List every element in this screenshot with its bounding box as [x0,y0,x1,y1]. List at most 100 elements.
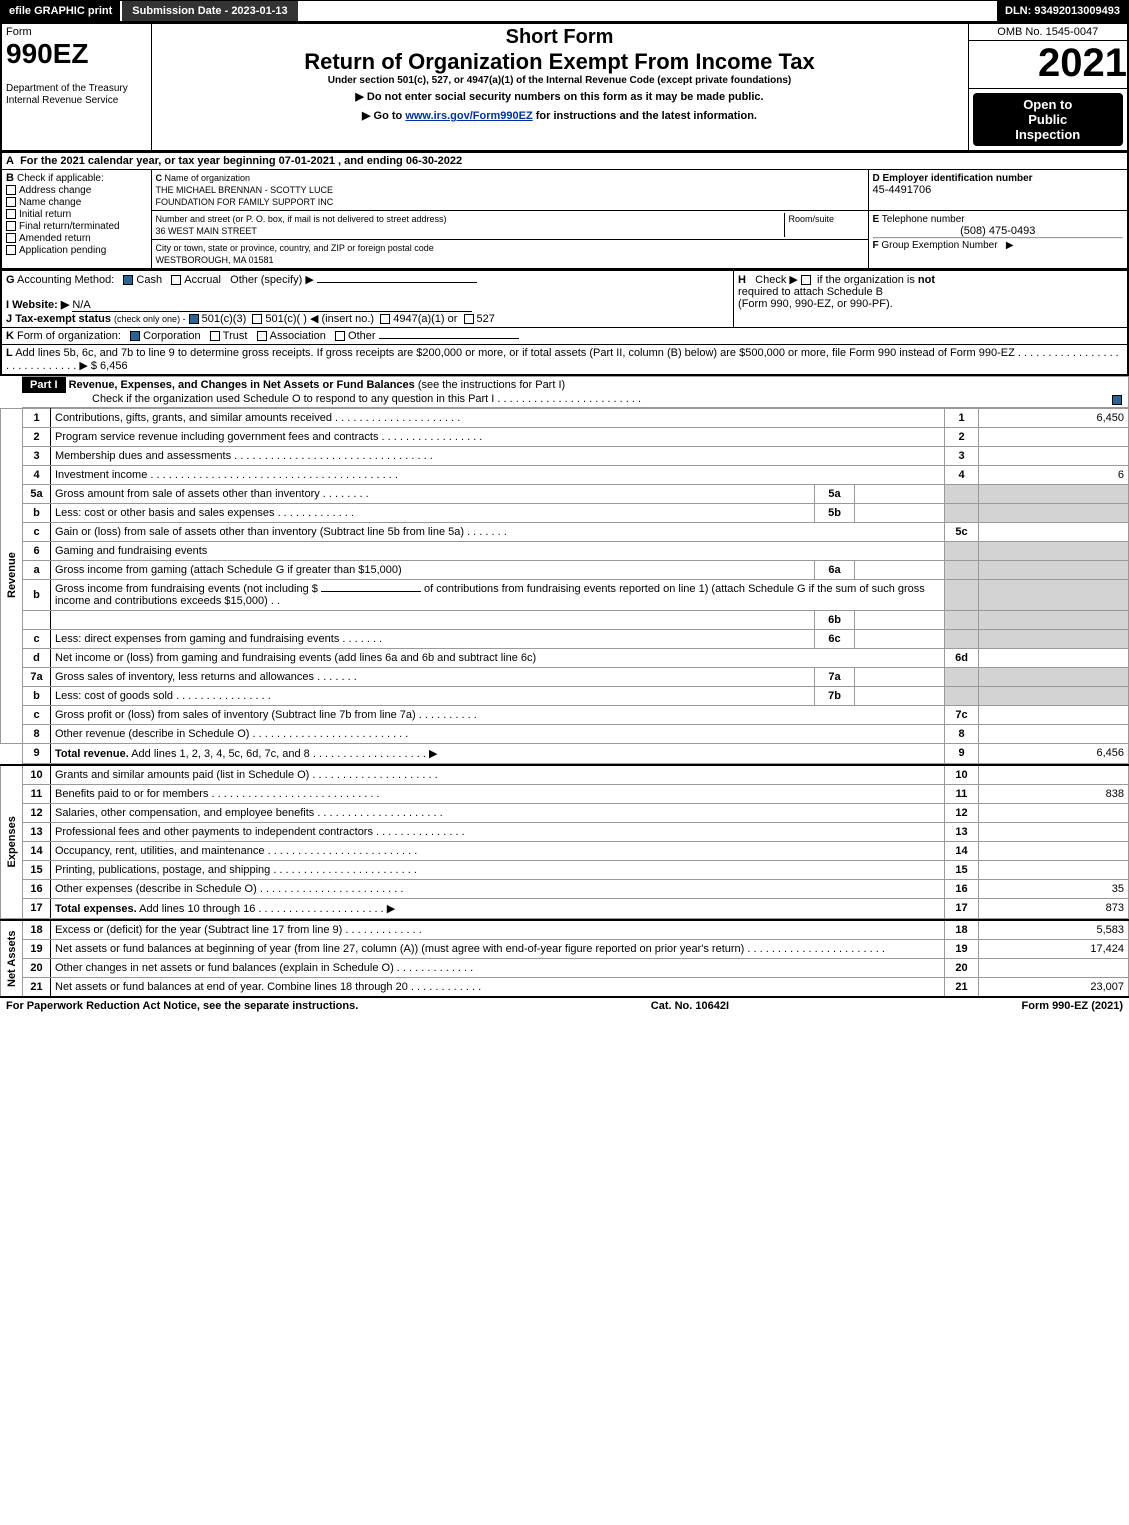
line-15-amount [979,860,1129,879]
line-5c-amount [979,522,1129,541]
ein-value: 45-4491706 [873,184,932,196]
line-4-text: Investment income . . . . . . . . . . . … [51,465,945,484]
k-heading: Form of organization: [17,330,121,342]
dept-irs: Internal Revenue Service [6,95,118,106]
part1-title: Revenue, Expenses, and Changes in Net As… [69,379,415,391]
line-6b-subbox: 6b [815,610,855,629]
line-10-box: 10 [945,765,979,785]
efile-label[interactable]: efile GRAPHIC print [1,1,120,21]
line-13-box: 13 [945,822,979,841]
other-org-input[interactable] [379,338,519,339]
top-bar: efile GRAPHIC print Submission Date - 20… [0,0,1129,22]
other-specify-input[interactable] [317,282,477,283]
line-5a-box-shade [945,484,979,503]
d-heading: Employer identification number [883,173,1033,184]
line-20-num: 20 [23,958,51,977]
line-6a-text: Gross income from gaming (attach Schedul… [51,560,815,579]
goto-link[interactable]: www.irs.gov/Form990EZ [405,110,532,122]
checkbox-name-change[interactable] [6,197,16,207]
line-14-num: 14 [23,841,51,860]
checkbox-schedule-o[interactable] [1112,395,1122,405]
f-arrow: ▶ [1006,240,1014,251]
line-11-amount: 838 [979,784,1129,803]
city-heading: City or town, state or province, country… [156,243,434,253]
line-3-amount [979,446,1129,465]
g-label: G [6,274,15,286]
line-20-amount [979,958,1129,977]
checkbox-527[interactable] [464,314,474,324]
line-1-amount: 6,450 [979,408,1129,427]
line-3-num: 3 [23,446,51,465]
line-18-box: 18 [945,920,979,940]
under-section: Under section 501(c), 527, or 4947(a)(1)… [156,75,964,86]
line-5c-box: 5c [945,522,979,541]
line-17-text: Total expenses. Add lines 10 through 16 … [51,898,945,918]
form-code: 990EZ [6,38,89,69]
line-11-box: 11 [945,784,979,803]
line-9-box: 9 [945,743,979,763]
j-sub: (check only one) - [114,314,186,324]
opt-amended-return: Amended return [19,233,91,244]
checkbox-amended-return[interactable] [6,233,16,243]
line-11-num: 11 [23,784,51,803]
line-6b-blank[interactable] [321,591,421,592]
section-g-to-l: G Accounting Method: Cash Accrual Other … [0,270,1129,376]
j-label: J [6,313,12,325]
i-heading: Website: ▶ [12,299,69,311]
line-5a-text: Gross amount from sale of assets other t… [51,484,815,503]
checkbox-initial-return[interactable] [6,209,16,219]
checkbox-association[interactable] [257,331,267,341]
opt-trust: Trust [223,330,248,342]
org-name2: FOUNDATION FOR FAMILY SUPPORT INC [156,197,334,207]
h-not: not [918,274,935,286]
line-7a-text: Gross sales of inventory, less returns a… [51,667,815,686]
line-14-text: Occupancy, rent, utilities, and maintena… [51,841,945,860]
checkbox-other-org[interactable] [335,331,345,341]
omb-number: OMB No. 1545-0047 [969,24,1128,41]
opt-association: Association [270,330,326,342]
h-label: H [738,274,746,286]
checkbox-h[interactable] [801,275,811,285]
opt-527: 527 [477,313,495,325]
checkbox-application-pending[interactable] [6,245,16,255]
opt-initial-return: Initial return [19,209,71,220]
line-6d-box: 6d [945,648,979,667]
checkbox-address-change[interactable] [6,185,16,195]
e-label: E [873,214,880,225]
l-value: 6,456 [100,360,128,372]
expenses-section-label: Expenses [1,765,23,919]
website-value: N/A [72,299,472,312]
checkbox-accrual[interactable] [171,275,181,285]
checkbox-501c3[interactable] [189,314,199,324]
part1-sub: (see the instructions for Part I) [418,379,565,391]
dln-label: DLN: 93492013009493 [997,1,1128,21]
line-6d-amount [979,648,1129,667]
form-header: Form 990EZ Department of the Treasury In… [0,22,1129,152]
line-5c-num: c [23,522,51,541]
h-text1: Check ▶ [755,274,798,286]
line-19-box: 19 [945,939,979,958]
checkbox-trust[interactable] [210,331,220,341]
line-8-text: Other revenue (describe in Schedule O) .… [51,724,945,743]
checkbox-cash[interactable] [123,275,133,285]
tax-year: 2021 [969,41,1128,86]
line-19-text: Net assets or fund balances at beginning… [51,939,945,958]
expenses-table: Expenses 10 Grants and similar amounts p… [0,764,1129,919]
line-5b-num: b [23,503,51,522]
line-6c-num: c [23,629,51,648]
checkbox-corporation[interactable] [130,331,140,341]
checkbox-501c[interactable] [252,314,262,324]
i-label: I [6,299,9,311]
line-20-box: 20 [945,958,979,977]
telephone-value: (508) 475-0493 [873,225,1124,237]
line-6b-text: Gross income from fundraising events (no… [51,579,945,610]
city-value: WESTBOROUGH, MA 01581 [156,255,274,265]
line-11-text: Benefits paid to or for members . . . . … [51,784,945,803]
l-text: Add lines 5b, 6c, and 7b to line 9 to de… [6,347,1119,372]
line-8-box: 8 [945,724,979,743]
checkbox-final-return[interactable] [6,221,16,231]
line-5a-amount-shade [979,484,1129,503]
part1-check-text: Check if the organization used Schedule … [22,393,641,405]
checkbox-4947[interactable] [380,314,390,324]
line-2-box: 2 [945,427,979,446]
